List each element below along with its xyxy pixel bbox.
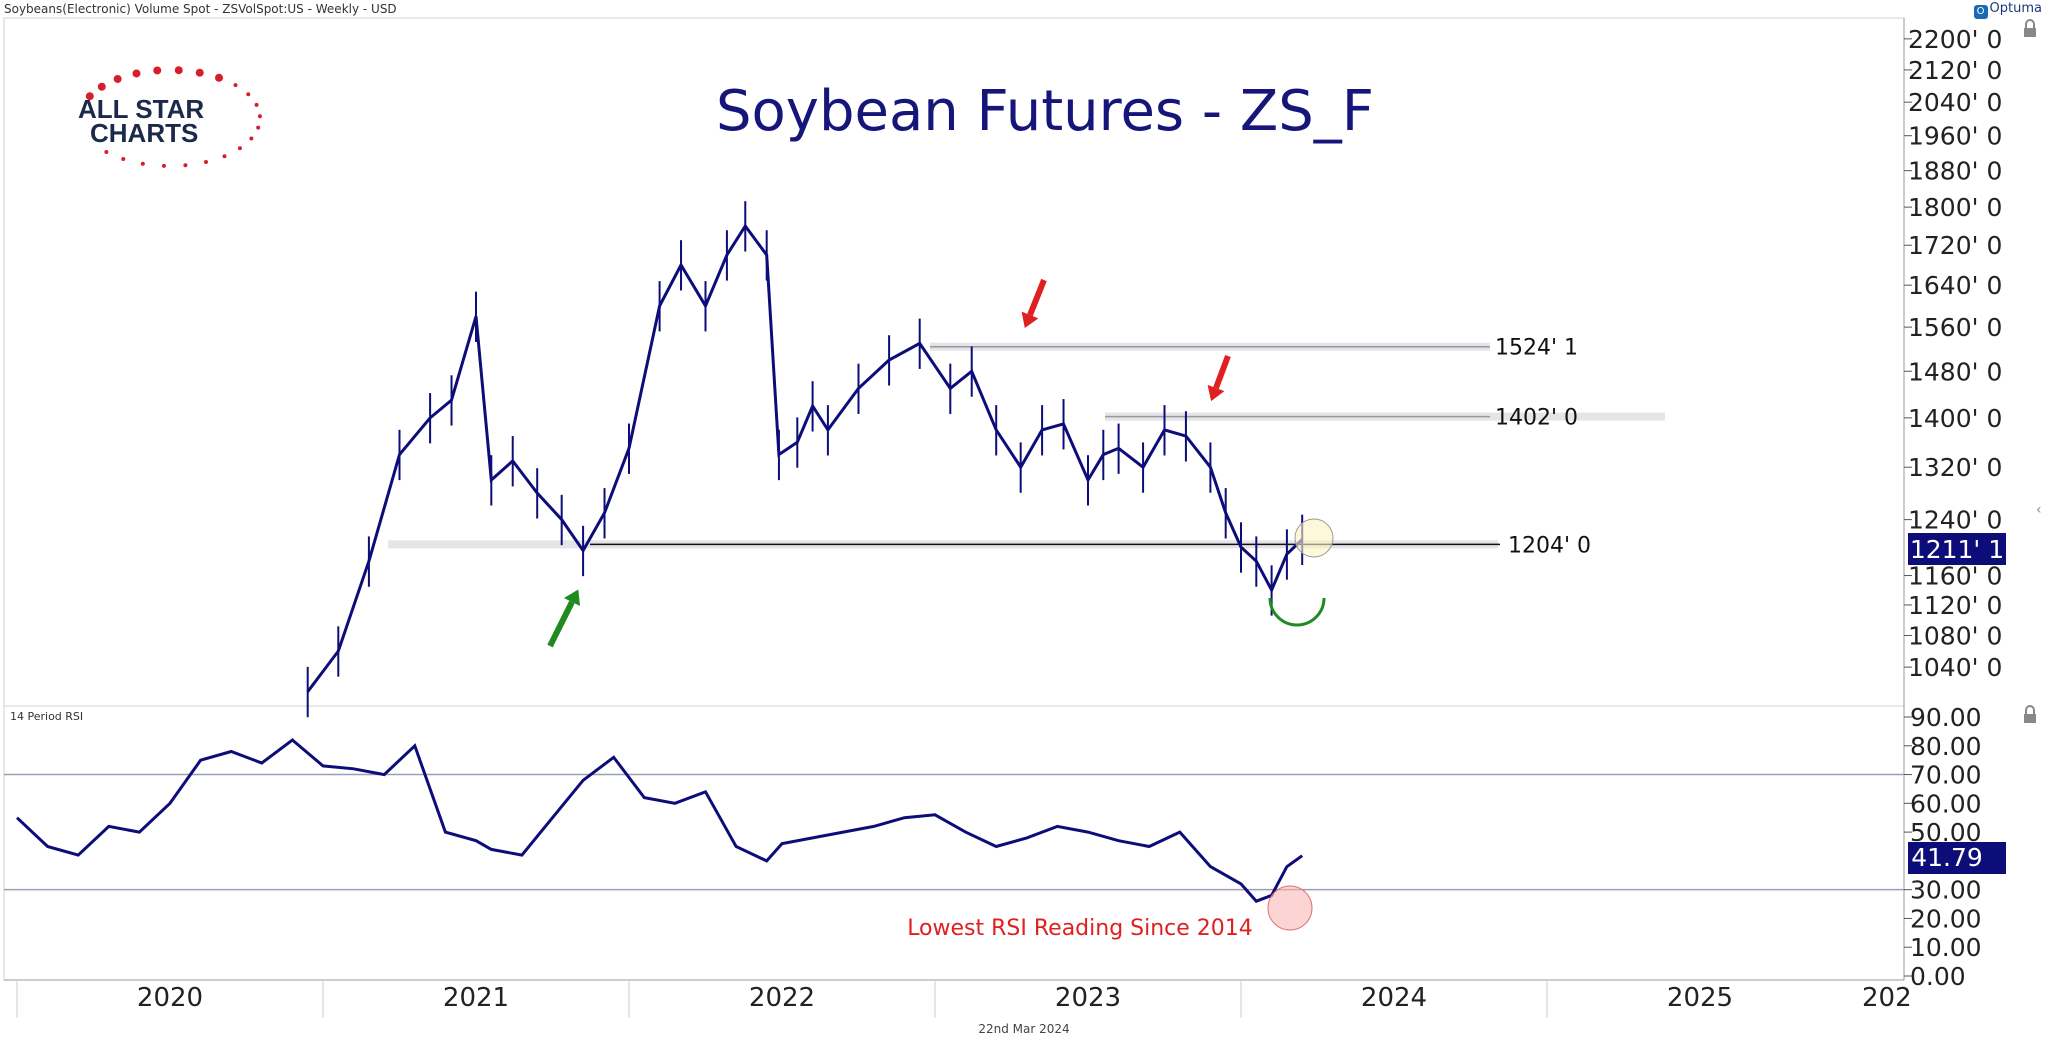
logo-star: [249, 136, 254, 141]
rsi-tick-label: 90.00: [1910, 703, 1982, 732]
logo-star: [104, 149, 109, 154]
price-tick-label: 1240' 0: [1908, 506, 2002, 535]
logo-star: [161, 163, 166, 168]
logo-line1: ALL STAR: [78, 94, 204, 124]
lock-icon[interactable]: [2024, 705, 2036, 723]
red-arrow-head: [1021, 311, 1039, 328]
logo-star: [215, 73, 224, 82]
logo-star: [222, 154, 227, 159]
chart-title: Soybean Futures - ZS_F: [716, 79, 1374, 144]
rsi-tick-label: 0.00: [1910, 962, 1966, 991]
brand-name: Optuma: [1989, 1, 2042, 16]
optuma-icon: O: [1973, 5, 1988, 19]
green-arrow-head: [563, 589, 581, 607]
red-arrow: [1213, 354, 1231, 390]
rsi-series: [15, 738, 1304, 903]
lock-icon[interactable]: [2024, 19, 2036, 37]
logo-star: [140, 161, 145, 166]
price-tick-label: 1640' 0: [1908, 271, 2002, 300]
level-label: 1204' 0: [1508, 533, 1591, 558]
price-line: [306, 223, 1304, 693]
logo-star: [254, 102, 259, 107]
logo-star: [85, 92, 94, 101]
rsi-tick-label: 60.00: [1910, 789, 1982, 818]
price-tick-label: 2120' 0: [1908, 56, 2002, 85]
x-axis: 2020 2021 2022 2023 2024 2025 202: [16, 980, 1912, 1018]
price-tick-label: 1320' 0: [1908, 453, 2002, 482]
rsi-tick-label: 20.00: [1910, 904, 1982, 933]
x-tick-label: 2020: [137, 983, 203, 1013]
logo-star: [257, 114, 262, 119]
price-tick-label: 1120' 0: [1908, 591, 2002, 620]
price-tick-label: 1040' 0: [1908, 653, 2002, 682]
price-tick-label: 1800' 0: [1908, 193, 2002, 222]
current-price-label: 1211' 1: [1910, 535, 2004, 564]
logo-star: [97, 82, 106, 91]
support-resistance-levels: 1524' 1 1402' 0 1204' 0: [388, 336, 1665, 558]
rsi-tick-label: 10.00: [1910, 933, 1982, 962]
price-tick-label: 1080' 0: [1908, 621, 2002, 650]
price-tick-label: 1160' 0: [1908, 562, 2002, 591]
x-tick-label: 2021: [443, 983, 509, 1013]
price-tick-label: 1960' 0: [1908, 122, 2002, 151]
collapse-chevron-icon[interactable]: ‹: [2036, 502, 2042, 518]
rsi-y-axis: 90.0080.0070.0060.0050.0030.0020.0010.00…: [1904, 703, 1982, 991]
instrument-title: Soybeans(Electronic) Volume Spot - ZSVol…: [4, 2, 397, 16]
x-tick-label: 2025: [1667, 983, 1733, 1013]
price-series: [306, 201, 1304, 718]
rsi-threshold-lines: [4, 773, 1904, 891]
price-highlight-circle: [1294, 518, 1334, 558]
x-tick-label: 2024: [1361, 983, 1427, 1013]
brand-logo: O Optuma: [1973, 1, 2042, 19]
x-tick-label: 2022: [749, 983, 815, 1013]
price-tick-label: 2200' 0: [1908, 25, 2002, 54]
allstarcharts-logo: ALL STAR CHARTS: [78, 66, 262, 168]
current-rsi-badge: [1908, 842, 2006, 874]
red-arrow: [1027, 278, 1047, 317]
x-tick-label: 2023: [1055, 983, 1121, 1013]
price-annotations: [547, 278, 1334, 648]
price-tick-label: 1400' 0: [1908, 404, 2002, 433]
chart-canvas: ALL STAR CHARTS Soybean Futures - ZS_F 2…: [3, 17, 2042, 1018]
rsi-tick-label: 80.00: [1910, 732, 1982, 761]
rsi-annotation: Lowest RSI Reading Since 2014: [907, 916, 1253, 941]
x-tick-label: 202: [1862, 983, 1912, 1013]
bottom-arc: [1268, 597, 1326, 627]
price-tick-label: 1880' 0: [1908, 157, 2002, 186]
price-tick-label: 1480' 0: [1908, 357, 2002, 386]
logo-star: [121, 157, 126, 162]
rsi-line: [15, 738, 1304, 903]
level-label: 1524' 1: [1495, 336, 1578, 361]
logo-star: [256, 125, 261, 130]
logo-star: [233, 83, 238, 88]
logo-line2: CHARTS: [90, 118, 198, 148]
logo-star: [113, 74, 122, 83]
footer-date: 22nd Mar 2024: [978, 1022, 1070, 1036]
rsi-panel-title: 14 Period RSI: [10, 710, 83, 723]
current-price-badge: [1908, 533, 2006, 565]
red-arrow-head: [1207, 384, 1225, 402]
logo-star: [203, 159, 208, 164]
rsi-low-highlight: [1267, 885, 1313, 931]
logo-star: [183, 163, 188, 168]
current-rsi-label: 41.79: [1911, 843, 1983, 872]
green-arrow: [547, 600, 575, 648]
rsi-tick-label: 70.00: [1910, 761, 1982, 790]
logo-star: [132, 69, 141, 78]
logo-star: [174, 66, 183, 75]
logo-star: [237, 146, 242, 151]
price-tick-label: 1560' 0: [1908, 313, 2002, 342]
price-tick-label: 1720' 0: [1908, 231, 2002, 260]
logo-star: [153, 66, 162, 75]
logo-star: [195, 68, 204, 77]
rsi-tick-label: 30.00: [1910, 876, 1982, 905]
level-label: 1402' 0: [1495, 406, 1578, 431]
logo-star: [246, 92, 251, 97]
price-tick-label: 2040' 0: [1908, 88, 2002, 117]
